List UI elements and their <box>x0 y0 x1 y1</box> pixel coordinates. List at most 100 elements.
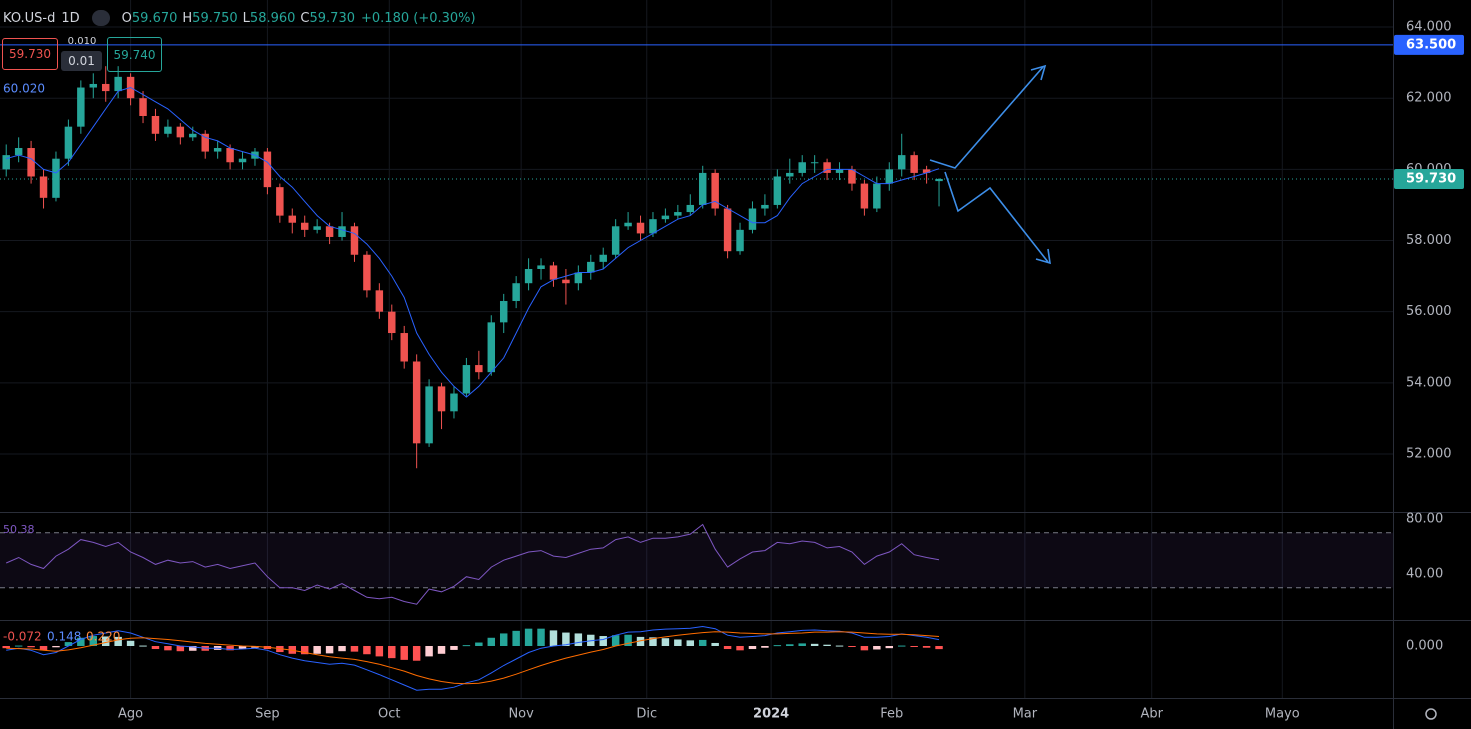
candle-body <box>288 215 297 223</box>
down-arrow <box>944 171 1049 263</box>
macd-histogram-bar <box>698 639 707 646</box>
macd-tick-label: 0.000 <box>1406 639 1443 654</box>
macd-histogram-bar <box>325 646 334 654</box>
macd-histogram-bar <box>437 646 446 654</box>
macd-histogram-bar <box>425 646 433 657</box>
interval[interactable]: 1D <box>61 10 80 26</box>
legend-header: KO.US-d 1D O59.670 H59.750 L58.960 C59.730 … <box>3 10 476 26</box>
macd-histogram-bar <box>475 642 483 646</box>
ohlc-key: L <box>242 10 250 26</box>
macd-histogram-bar <box>400 646 408 660</box>
macd-value: 0.148 <box>47 630 81 644</box>
buy-price[interactable]: 59.740 <box>107 37 162 72</box>
ohlc-item: C59.730 <box>300 11 355 26</box>
candle-body <box>773 176 782 205</box>
macd-histogram-bar <box>562 632 570 646</box>
eye-icon[interactable] <box>91 10 110 26</box>
macd-histogram-bar <box>736 646 744 651</box>
x-tick-label: Sep <box>255 707 280 722</box>
y-tick-label: 64.000 <box>1406 20 1452 35</box>
candle-body <box>562 279 570 284</box>
change: +0.180 (+0.30%) <box>361 10 476 26</box>
spread-label: 0.010 <box>67 35 97 47</box>
macd-histogram-bar <box>835 645 844 647</box>
macd-histogram-bar <box>897 645 906 647</box>
candle-body <box>599 254 607 262</box>
macd-histogram-bar <box>114 636 122 646</box>
signal-line <box>6 631 940 685</box>
macd-line <box>6 625 940 691</box>
macd-histogram-bar <box>823 644 831 646</box>
macd-histogram-bar <box>910 646 918 647</box>
candle-body <box>823 162 831 173</box>
candle-body <box>77 87 85 127</box>
candle-body <box>723 208 732 252</box>
candle-body <box>462 365 471 394</box>
ohlc-value: 58.960 <box>249 10 296 26</box>
candle-body <box>686 204 695 213</box>
x-tick-label: Oct <box>378 707 400 722</box>
candle-body <box>213 148 222 152</box>
candle-body <box>624 222 632 227</box>
candle-body <box>39 176 48 198</box>
macd-histogram-bar <box>77 637 85 646</box>
macd-histogram-bar <box>2 646 10 649</box>
candle-body <box>425 386 433 444</box>
candle-body <box>910 155 918 173</box>
macd-histogram-bar <box>574 633 583 646</box>
rsi-tick-label: 80.00 <box>1406 512 1443 527</box>
macd-histogram-bar <box>860 646 869 651</box>
macd-histogram-bar <box>773 645 782 647</box>
macd-histogram-bar <box>189 646 197 651</box>
candle-body <box>698 172 707 205</box>
candle-body <box>711 172 719 209</box>
candle-body <box>263 151 272 188</box>
macd-histogram-bar <box>226 646 234 651</box>
macd-histogram-bar <box>176 646 185 652</box>
ohlc-item: L58.960 <box>243 11 296 26</box>
candle-body <box>848 169 856 184</box>
macd-histogram-bar <box>624 634 632 646</box>
last-price-label: 59.730 <box>1406 171 1456 186</box>
candle-body <box>549 265 558 280</box>
candle-body <box>300 222 309 230</box>
macd-histogram-bar <box>450 646 458 650</box>
candle-body <box>350 226 359 255</box>
candle-body <box>487 322 496 373</box>
candle-body <box>388 311 396 334</box>
moving-average <box>6 86 940 398</box>
candle-body <box>897 155 906 170</box>
candle-body <box>400 333 408 362</box>
candle-body <box>450 393 458 412</box>
macd-histogram-bar <box>674 639 682 646</box>
ohlc-item: H59.750 <box>182 11 237 26</box>
macd-histogram-bar <box>537 628 545 646</box>
macd-histogram-bar <box>761 646 769 648</box>
macd-histogram-bar <box>661 638 670 646</box>
up-arrow <box>929 66 1044 169</box>
candle-body <box>661 215 670 220</box>
settings-icon[interactable] <box>1425 708 1437 720</box>
level-price-box <box>1394 34 1464 55</box>
macd-histogram-bar <box>611 635 620 646</box>
macd-hist-value: -0.072 <box>3 630 42 644</box>
macd-histogram-bar <box>848 646 856 647</box>
candle-body <box>537 265 545 269</box>
macd-histogram-bar <box>52 646 60 648</box>
macd-histogram-bar <box>164 646 172 651</box>
macd-histogram-bar <box>388 646 396 659</box>
rsi-band <box>0 532 1393 588</box>
x-tick-label: Nov <box>508 707 534 722</box>
candle-body <box>325 226 334 237</box>
y-tick-label: 62.000 <box>1406 91 1452 106</box>
sell-price[interactable]: 59.730 <box>2 38 58 70</box>
symbol[interactable]: KO.US-d <box>3 10 56 26</box>
ohlc-value: 59.670 <box>131 10 178 26</box>
candle-body <box>587 261 595 273</box>
macd-histogram-bar <box>101 636 110 646</box>
candle-body <box>798 162 806 173</box>
gear[interactable] <box>1425 708 1437 720</box>
candle-body <box>276 187 284 216</box>
last-price-box <box>1394 168 1464 189</box>
rsi-value: 50.38 <box>3 523 35 536</box>
